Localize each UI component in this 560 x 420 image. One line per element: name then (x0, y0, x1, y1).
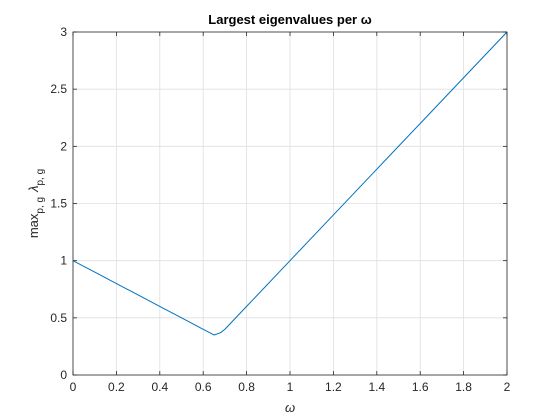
x-tick-label: 0.6 (195, 380, 212, 394)
y-tick-label: 2.5 (50, 82, 67, 96)
y-axis-label-main-subscript: p, g (35, 197, 46, 214)
x-tick-label: 0 (70, 380, 77, 394)
x-tick-label: 0.4 (151, 380, 168, 394)
y-axis-label: maxp, gλp, g (26, 169, 46, 238)
y-axis-label-symbol-subscript: p, g (35, 169, 46, 186)
y-tick-label: 0 (60, 368, 67, 382)
series-line-1 (72, 31, 508, 336)
y-tick-label: 1 (60, 254, 67, 268)
x-axis-label: ω (285, 400, 295, 415)
chart-title: Largest eigenvalues per ω (208, 12, 371, 27)
x-tick-label: 1 (287, 380, 294, 394)
x-tick-label: 1.6 (412, 380, 429, 394)
y-tick-label: 3 (60, 25, 67, 39)
x-tick-label: 2 (504, 380, 511, 394)
x-tick-labels: 0 0.2 0.4 0.6 0.8 1 1.2 1.4 1.6 1.8 2 (70, 380, 511, 394)
y-axis-label-main: max (26, 213, 41, 238)
series-lines (72, 31, 508, 336)
y-tick-labels: 0 0.5 1 1.5 2 2.5 3 (50, 25, 67, 382)
x-tick-label: 1.4 (368, 380, 385, 394)
x-tick-label: 0.8 (238, 380, 255, 394)
x-tick-label: 0.2 (108, 380, 125, 394)
y-tick-label: 2 (60, 139, 67, 153)
y-tick-label: 0.5 (50, 311, 67, 325)
x-tick-label: 1.2 (325, 380, 342, 394)
x-tick-label: 1.8 (455, 380, 472, 394)
y-tick-label: 1.5 (50, 197, 67, 211)
axis-ticks (72, 31, 508, 376)
y-axis-label-symbol: λ (26, 186, 41, 193)
